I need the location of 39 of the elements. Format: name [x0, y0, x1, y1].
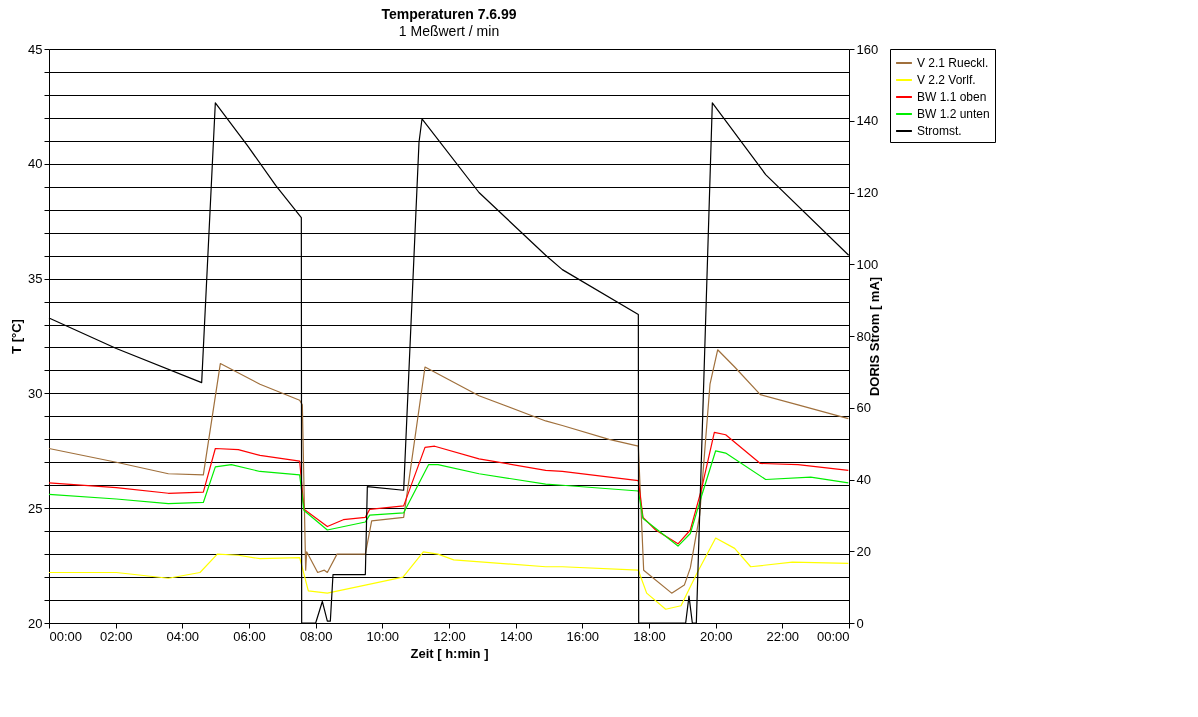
- legend-label: V 2.1 Rueckl.: [917, 56, 989, 70]
- x-tick-label: 06:00: [233, 628, 266, 644]
- y-tick-label: 30: [28, 385, 43, 401]
- x-axis-title: Zeit [ h:min ]: [410, 645, 489, 661]
- y2-tick-label: 140: [856, 113, 879, 129]
- x-tick-label: 02:00: [99, 628, 133, 644]
- y2-tick-label: 60: [856, 400, 871, 416]
- legend-label: BW 1.2 unten: [917, 107, 990, 121]
- y2-tick-label: 20: [856, 543, 871, 559]
- y2-tick-label: 0: [856, 615, 864, 631]
- chart-title: Temperaturen 7.6.99: [381, 6, 517, 22]
- y-axis-title: T [°C]: [9, 319, 25, 354]
- x-tick-label: 08:00: [299, 628, 333, 644]
- x-tick-label: 04:00: [166, 628, 200, 644]
- y2-tick-label: 80: [856, 328, 871, 344]
- y-tick-label: 20: [28, 615, 43, 631]
- x-tick-label: 10:00: [366, 628, 400, 644]
- legend-label: V 2.2 Vorlf.: [917, 73, 976, 87]
- y-tick-label: 35: [28, 271, 43, 287]
- line-series: [48, 450, 849, 547]
- y-tick-label: 40: [28, 156, 43, 172]
- x-tick-label: 18:00: [633, 628, 666, 644]
- x-tick-label: 00:00: [49, 628, 83, 644]
- legend-label: Stromst.: [917, 124, 962, 138]
- line-series: [48, 431, 849, 545]
- y2-tick-label: 100: [856, 256, 879, 272]
- y2-tick-label: 40: [856, 472, 871, 487]
- x-tick-label: 22:00: [766, 628, 800, 644]
- legend-label: BW 1.1 oben: [917, 90, 987, 104]
- y-tick-label: 25: [28, 500, 43, 516]
- x-tick-label: 16:00: [566, 628, 600, 644]
- x-tick-label: 20:00: [699, 628, 733, 644]
- x-tick-label: 12:00: [433, 628, 466, 644]
- y2-tick-label: 120: [856, 185, 879, 200]
- x-tick-label: 14:00: [499, 628, 533, 644]
- x-tick-label: 00:00: [816, 628, 850, 644]
- y-tick-label: 45: [28, 41, 43, 57]
- y2-tick-label: 160: [856, 41, 879, 57]
- chart-subtitle: 1 Meßwert / min: [398, 23, 500, 39]
